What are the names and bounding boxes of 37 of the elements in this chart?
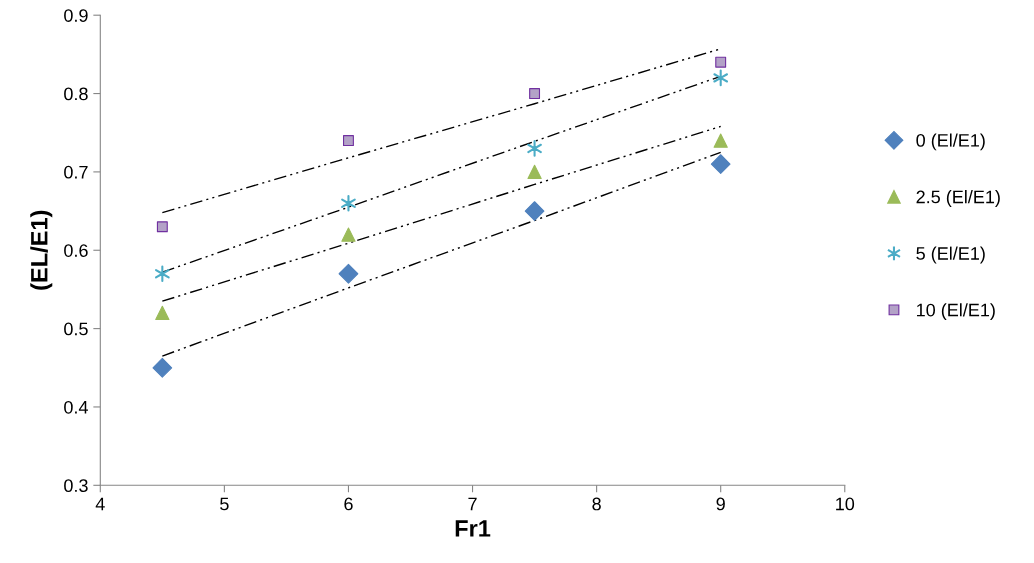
point: [341, 227, 356, 242]
x-tick-label: 10: [836, 497, 855, 511]
y-tick-label: 0.3: [64, 479, 88, 493]
y-axis-title: (EL/E1): [30, 210, 53, 290]
x-tick-label: 7: [468, 497, 477, 511]
y-tick-label: 0.6: [64, 244, 88, 257]
y-tick-label: 0.4: [64, 400, 88, 414]
point: [713, 133, 728, 148]
point: [715, 56, 727, 68]
x-tick-label: 4: [95, 497, 105, 511]
x-tick-label: 5: [220, 497, 229, 511]
x-tick-label: 9: [716, 497, 725, 511]
point: [156, 221, 168, 233]
y-tick-label: 0.7: [64, 165, 88, 179]
x-tick-label: 8: [592, 497, 601, 511]
y-tick-label: 0.5: [64, 322, 88, 336]
x-tick-label: 6: [344, 497, 353, 511]
y-tick-label: 0.8: [64, 87, 88, 101]
point: [524, 201, 545, 221]
point: [529, 88, 541, 100]
line-series: [161, 125, 722, 302]
legend-label: 0 (El/E1): [916, 133, 985, 151]
point: [341, 194, 356, 212]
point: [154, 265, 170, 283]
point: [338, 263, 359, 284]
point: [342, 135, 354, 147]
point: [527, 164, 542, 180]
point: [713, 69, 729, 87]
legend-label: 5 (El/E1): [916, 246, 985, 264]
y-tick-label: 0.9: [64, 9, 88, 22]
legend-label: 10 (El/E1): [917, 303, 995, 320]
point: [710, 154, 731, 174]
point: [155, 305, 170, 321]
x-axis-title: Fr1: [455, 520, 491, 537]
legend-label: 2.5 (El/E1): [916, 190, 1000, 207]
point: [527, 140, 542, 157]
point: [152, 357, 173, 378]
